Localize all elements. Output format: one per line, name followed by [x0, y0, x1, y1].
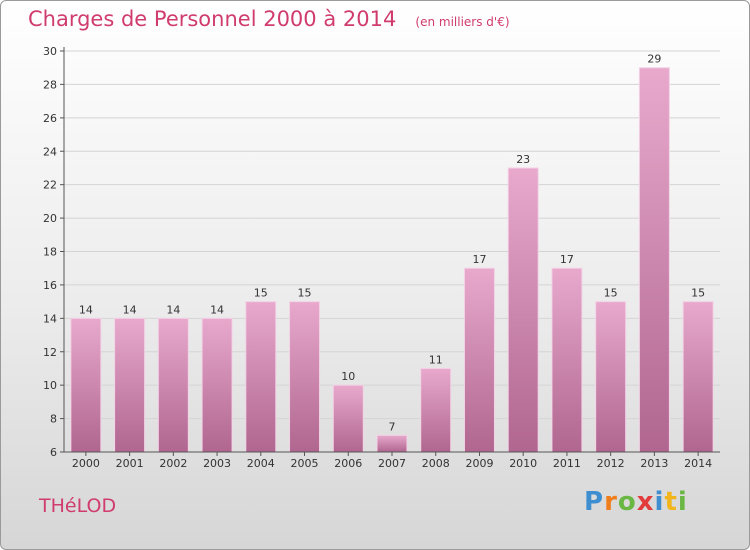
data-label: 29: [647, 53, 661, 66]
bar-2008[interactable]: [420, 367, 452, 453]
y-tick-label: 14: [43, 312, 57, 325]
data-label: 15: [691, 287, 705, 300]
bar-2011[interactable]: [551, 267, 583, 453]
data-label: 15: [298, 287, 312, 300]
y-tick-label: 26: [43, 112, 57, 125]
data-label: 15: [604, 287, 618, 300]
logo-letter: i: [677, 487, 688, 517]
x-tick-label: 2003: [203, 457, 231, 470]
bar-2014[interactable]: [682, 301, 714, 453]
x-tick-label: 2001: [116, 457, 144, 470]
bar-2002[interactable]: [157, 317, 189, 453]
logo-letter: P: [584, 487, 605, 517]
x-tick-label: 2008: [422, 457, 450, 470]
bar-2000[interactable]: [70, 317, 102, 453]
x-tick-label: 2014: [684, 457, 712, 470]
x-tick-label: 2002: [159, 457, 187, 470]
logo-letter: t: [664, 487, 678, 517]
y-tick-label: 18: [43, 246, 57, 259]
x-tick-label: 2010: [509, 457, 537, 470]
bar-2001[interactable]: [114, 317, 146, 453]
x-tick-label: 2005: [291, 457, 319, 470]
bar-2013[interactable]: [638, 67, 670, 453]
bar-2006[interactable]: [332, 384, 364, 453]
y-tick-label: 20: [43, 212, 57, 225]
bar-2005[interactable]: [289, 301, 321, 453]
data-label: 7: [389, 420, 396, 433]
x-tick-label: 2013: [640, 457, 668, 470]
data-label: 14: [166, 303, 180, 316]
chart-title: Charges de Personnel 2000 à 2014: [28, 7, 397, 31]
y-tick-label: 8: [50, 413, 57, 426]
chart-subtitle: (en milliers d'€): [415, 15, 510, 29]
data-label: 11: [429, 353, 443, 366]
data-label: 14: [123, 303, 137, 316]
x-tick-label: 2009: [465, 457, 493, 470]
y-tick-label: 22: [43, 179, 57, 192]
y-tick-label: 30: [43, 45, 57, 58]
x-tick-label: 2011: [553, 457, 581, 470]
x-tick-label: 2004: [247, 457, 275, 470]
y-tick-label: 28: [43, 78, 57, 91]
data-label: 17: [472, 253, 486, 266]
data-label: 15: [254, 287, 268, 300]
data-label: 23: [516, 153, 530, 166]
bar-2007[interactable]: [376, 434, 408, 453]
data-label: 14: [210, 303, 224, 316]
x-tick-label: 2006: [334, 457, 362, 470]
data-label: 17: [560, 253, 574, 266]
y-tick-label: 10: [43, 379, 57, 392]
data-label: 10: [341, 370, 355, 383]
y-tick-label: 6: [50, 446, 57, 459]
logo-letter: i: [654, 487, 665, 517]
logo-letter: r: [604, 487, 618, 517]
y-tick-label: 12: [43, 346, 57, 359]
y-tick-label: 16: [43, 279, 57, 292]
x-tick-label: 2007: [378, 457, 406, 470]
bar-2009[interactable]: [463, 267, 495, 453]
y-tick-label: 24: [43, 145, 57, 158]
bar-2012[interactable]: [595, 301, 627, 453]
town-name: THéLOD: [39, 495, 117, 517]
logo-letter: x: [636, 487, 655, 517]
bar-2004[interactable]: [245, 301, 277, 453]
logo-letter: o: [617, 487, 637, 517]
proxiti-logo[interactable]: Proxiti: [584, 487, 688, 517]
x-tick-label: 2000: [72, 457, 100, 470]
bar-2003[interactable]: [201, 317, 233, 453]
bar-2010[interactable]: [507, 167, 539, 453]
data-label: 14: [79, 303, 93, 316]
title-row: Charges de Personnel 2000 à 2014 (en mil…: [28, 7, 510, 31]
x-tick-label: 2012: [597, 457, 625, 470]
